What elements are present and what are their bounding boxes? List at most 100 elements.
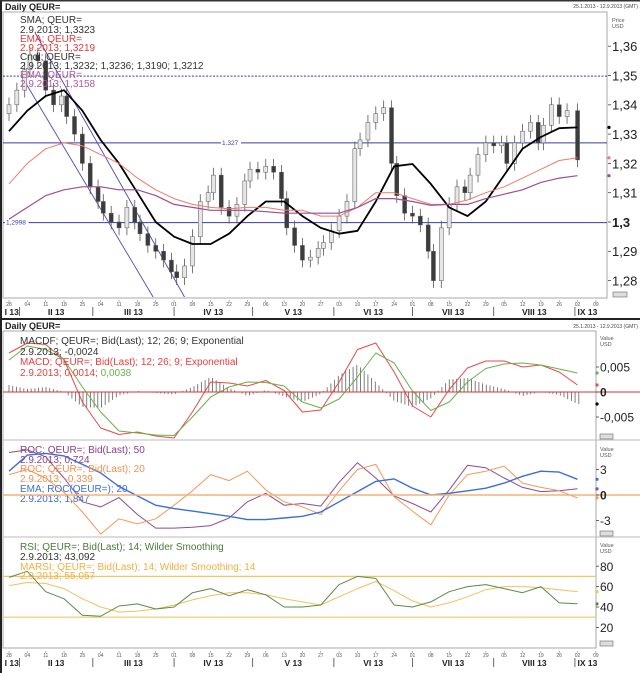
candle[interactable] bbox=[124, 207, 130, 229]
candle[interactable] bbox=[271, 166, 276, 173]
candle[interactable] bbox=[22, 69, 27, 91]
candle[interactable] bbox=[475, 154, 481, 176]
trendline[interactable] bbox=[34, 32, 185, 298]
candle[interactable] bbox=[190, 236, 195, 267]
candle[interactable] bbox=[410, 212, 415, 217]
candle[interactable] bbox=[344, 201, 350, 217]
candle[interactable] bbox=[352, 148, 358, 202]
price-plot-area[interactable]: 1.327 1,2998 bbox=[3, 32, 607, 298]
zoom-icon[interactable] bbox=[599, 640, 614, 647]
candle[interactable] bbox=[336, 215, 342, 232]
candle[interactable] bbox=[169, 259, 174, 273]
candle[interactable] bbox=[14, 89, 20, 106]
candle[interactable] bbox=[520, 130, 525, 144]
candle[interactable] bbox=[425, 224, 431, 252]
candle[interactable] bbox=[292, 227, 297, 246]
candle[interactable] bbox=[556, 104, 562, 117]
week-tick-label: 04 bbox=[25, 653, 31, 659]
zoom-icon[interactable] bbox=[612, 291, 628, 298]
candle[interactable] bbox=[308, 256, 313, 261]
window-top-edge bbox=[0, 0, 640, 2]
candle[interactable] bbox=[6, 104, 12, 114]
candle[interactable] bbox=[80, 133, 85, 164]
candle[interactable] bbox=[365, 122, 371, 141]
candle[interactable] bbox=[137, 221, 143, 234]
candle[interactable] bbox=[218, 174, 224, 208]
candle[interactable] bbox=[381, 107, 386, 114]
candle[interactable] bbox=[108, 212, 114, 223]
candle[interactable] bbox=[483, 142, 489, 155]
week-tick-label: 11 bbox=[43, 653, 48, 659]
macd-plot-area[interactable] bbox=[8, 342, 580, 439]
candle[interactable] bbox=[263, 166, 269, 173]
roc-panel[interactable] bbox=[8, 449, 578, 535]
candle[interactable] bbox=[145, 233, 151, 246]
legend-ema-name: EMA; QEUR= bbox=[20, 34, 82, 45]
candle[interactable] bbox=[72, 116, 77, 135]
candle[interactable] bbox=[198, 201, 203, 237]
candle[interactable] bbox=[394, 163, 400, 196]
candle[interactable] bbox=[182, 265, 187, 278]
candle[interactable] bbox=[95, 186, 101, 202]
candle[interactable] bbox=[389, 107, 394, 164]
rsi-line bbox=[8, 570, 578, 617]
candle[interactable] bbox=[51, 89, 56, 106]
candle[interactable] bbox=[255, 169, 261, 173]
candle[interactable] bbox=[549, 104, 554, 126]
roc-axis-label: 3 bbox=[600, 463, 607, 477]
candle[interactable] bbox=[27, 54, 33, 70]
zoom-icon[interactable] bbox=[599, 530, 614, 537]
legend-candle-value: 2.9.2013; 1,3232; 1,3236; 1,3190; 1,3212 bbox=[20, 61, 204, 72]
candle[interactable] bbox=[418, 215, 423, 226]
candle[interactable] bbox=[564, 110, 570, 117]
week-tick-label: 01 bbox=[171, 653, 177, 659]
candle[interactable] bbox=[315, 248, 321, 258]
roc-plot-area[interactable] bbox=[8, 449, 578, 535]
candle[interactable] bbox=[101, 201, 106, 214]
candle[interactable] bbox=[87, 163, 93, 188]
candle[interactable] bbox=[226, 207, 232, 217]
candle[interactable] bbox=[512, 142, 517, 164]
candle[interactable] bbox=[153, 245, 158, 252]
candle[interactable] bbox=[300, 245, 305, 261]
candle[interactable] bbox=[504, 142, 510, 164]
candle[interactable] bbox=[535, 122, 541, 144]
candle[interactable] bbox=[35, 54, 41, 62]
candle[interactable] bbox=[161, 251, 166, 261]
week-tick-label: 06 bbox=[263, 653, 269, 659]
rsi-axis-label: 40 bbox=[600, 601, 614, 615]
roc-axis-label: -3 bbox=[600, 514, 611, 528]
candle[interactable] bbox=[439, 227, 444, 281]
candle[interactable] bbox=[242, 180, 248, 205]
candle[interactable] bbox=[575, 110, 580, 161]
price-panel[interactable]: 1.327 1,2998 bbox=[3, 32, 607, 298]
legend-rsi-name: RSI; QEUR=; Bid(Last); 14; Wilder Smooth… bbox=[20, 542, 224, 553]
candle[interactable] bbox=[402, 195, 407, 214]
macd-panel[interactable] bbox=[8, 342, 580, 439]
candle[interactable] bbox=[321, 242, 326, 249]
candle[interactable] bbox=[43, 60, 48, 91]
candle[interactable] bbox=[499, 142, 504, 147]
candle[interactable] bbox=[491, 142, 496, 147]
candle[interactable] bbox=[64, 95, 69, 117]
candle[interactable] bbox=[116, 221, 122, 229]
candle[interactable] bbox=[174, 271, 179, 278]
candle[interactable] bbox=[462, 186, 468, 193]
candle[interactable] bbox=[431, 251, 436, 281]
candle[interactable] bbox=[205, 192, 211, 202]
rsi-plot-area[interactable] bbox=[3, 570, 596, 618]
date-range-bottom: 25.1.2013 - 12.9.2013 (GMT) bbox=[573, 324, 638, 330]
rsi-panel[interactable] bbox=[3, 570, 596, 618]
candle[interactable] bbox=[132, 207, 138, 223]
candle[interactable] bbox=[357, 139, 363, 150]
candle[interactable] bbox=[247, 169, 253, 182]
candle[interactable] bbox=[467, 174, 473, 193]
week-tick-label: 15 bbox=[208, 653, 214, 659]
candle[interactable] bbox=[373, 113, 379, 123]
zoom-icon[interactable] bbox=[599, 433, 614, 440]
candle[interactable] bbox=[211, 174, 216, 193]
candle[interactable] bbox=[59, 95, 64, 106]
candle[interactable] bbox=[528, 122, 533, 132]
candle[interactable] bbox=[279, 171, 284, 199]
price-axis-label: 1,32 bbox=[612, 156, 637, 171]
